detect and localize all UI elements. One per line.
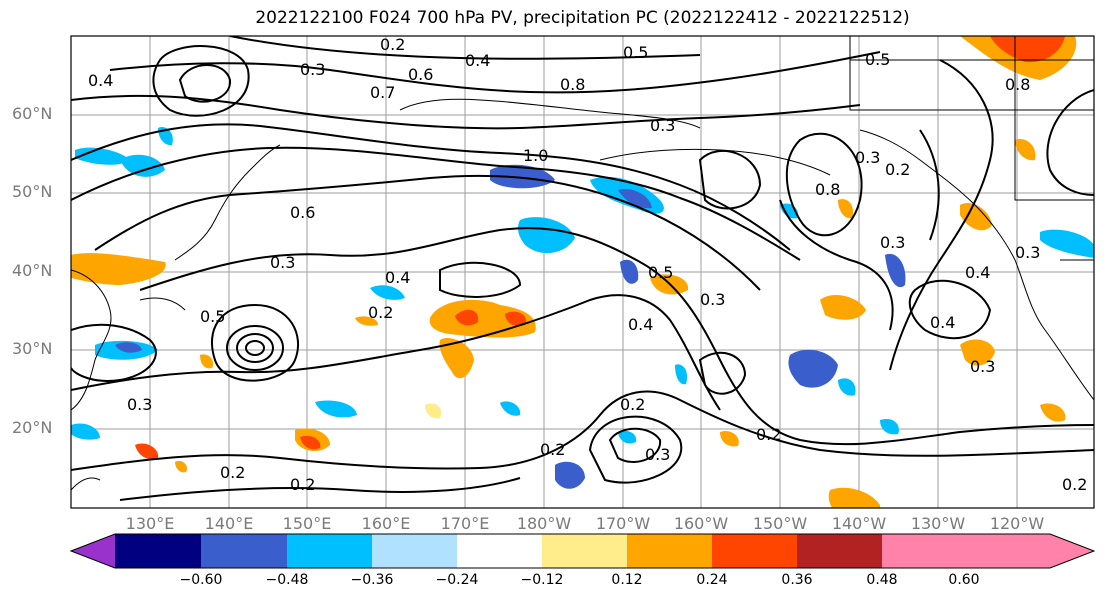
contour-label: 0.4	[465, 51, 490, 70]
precip-anomaly-fills	[71, 36, 1094, 508]
contour-label: 0.6	[408, 65, 433, 84]
colorbar-tick-label: 0.24	[696, 572, 728, 588]
colorbar-segment	[712, 534, 797, 568]
colorbar-segment	[201, 534, 287, 568]
contour-label: 0.2	[885, 160, 910, 179]
contour-label: 1.0	[523, 146, 548, 165]
lon-label: 150°E	[282, 514, 332, 533]
colorbar-tick-label: 0.48	[866, 572, 898, 588]
lon-label: 170°E	[440, 514, 490, 533]
contour-label: 0.6	[290, 203, 315, 222]
contour-label: 0.4	[385, 268, 410, 287]
lon-label: 130°E	[125, 514, 175, 533]
contour-label: 0.5	[865, 50, 890, 69]
contour-label: 0.4	[628, 315, 653, 334]
map-border	[70, 35, 1095, 509]
colorbar-tick-label: 0.12	[611, 572, 643, 588]
colorbar-segment	[797, 534, 882, 568]
contour-label: 0.3	[645, 445, 670, 464]
contour-label: 0.3	[300, 60, 325, 79]
colorbar-tick-label: −0.36	[350, 572, 394, 588]
lat-label: 50°N	[12, 182, 53, 201]
contour-label: 0.2	[620, 395, 645, 414]
contour-label: 0.5	[623, 43, 648, 62]
contour-label: 0.2	[380, 35, 405, 54]
contour-label: 0.5	[200, 307, 225, 326]
contour-label: 0.4	[930, 313, 955, 332]
contour-label: 0.4	[965, 263, 990, 282]
contour-label: 0.2	[290, 475, 315, 494]
lat-label: 60°N	[12, 104, 53, 123]
colorbar-tick-label: −0.60	[179, 572, 223, 588]
colorbar-extend-high	[964, 534, 1094, 568]
contour-label: 0.8	[560, 75, 585, 94]
contour-label: 0.3	[1015, 243, 1040, 262]
contour-label: 0.4	[88, 71, 113, 90]
contour-label: 0.8	[815, 180, 840, 199]
lat-label: 30°N	[12, 339, 53, 358]
colorbar-tick-label: 0.36	[781, 572, 813, 588]
colorbar-segment	[287, 534, 372, 568]
contour-label: 0.3	[700, 290, 725, 309]
contour-label: 0.3	[880, 233, 905, 252]
lon-label: 170°W	[595, 514, 651, 533]
colorbar-tick-label: −0.24	[435, 572, 479, 588]
contour-label: 0.5	[648, 263, 673, 282]
contour-label: 0.7	[370, 83, 395, 102]
colorbar-segment	[372, 534, 457, 568]
pv-contours	[71, 36, 1094, 501]
colorbar-tick-label: 0.60	[948, 572, 980, 588]
lat-label: 40°N	[12, 261, 53, 280]
contour-label: 0.2	[368, 303, 393, 322]
lon-label: 140°W	[831, 514, 887, 533]
coastlines	[71, 36, 1094, 491]
contour-label: 0.3	[970, 357, 995, 376]
lon-label: 130°W	[910, 514, 966, 533]
contour-label: 0.2	[1062, 475, 1087, 494]
colorbar-segment	[542, 534, 627, 568]
lon-label: 150°W	[752, 514, 808, 533]
contour-label: 0.3	[650, 116, 675, 135]
contour-label: 0.2	[540, 440, 565, 459]
colorbar-segment	[882, 534, 964, 568]
lon-label: 160°W	[673, 514, 729, 533]
contour-label: 0.3	[270, 253, 295, 272]
colorbar-tick-label: −0.48	[265, 572, 309, 588]
lon-label: 140°E	[204, 514, 254, 533]
lon-label: 180°W	[516, 514, 572, 533]
contour-label-set: 1.0 0.8 0.4 0.5 0.6 0.7 0.3 0.4 0.2 0.4 …	[88, 35, 1087, 494]
lon-label: 160°E	[361, 514, 411, 533]
colorbar-extend-low	[71, 534, 115, 568]
contour-label: 0.3	[127, 395, 152, 414]
colorbar	[69, 533, 1096, 569]
contour-label: 0.2	[220, 463, 245, 482]
lon-label: 120°W	[989, 514, 1045, 533]
colorbar-segment	[457, 534, 542, 568]
map-title: 2022122100 F024 700 hPa PV, precipitatio…	[255, 8, 910, 28]
contour-label: 0.2	[756, 425, 781, 444]
contour-label: 0.3	[855, 148, 880, 167]
colorbar-segment	[627, 534, 712, 568]
colorbar-tick-label: −0.12	[520, 572, 564, 588]
lat-label: 20°N	[12, 418, 53, 437]
contour-label: 0.8	[1005, 75, 1030, 94]
colorbar-segment	[115, 534, 201, 568]
